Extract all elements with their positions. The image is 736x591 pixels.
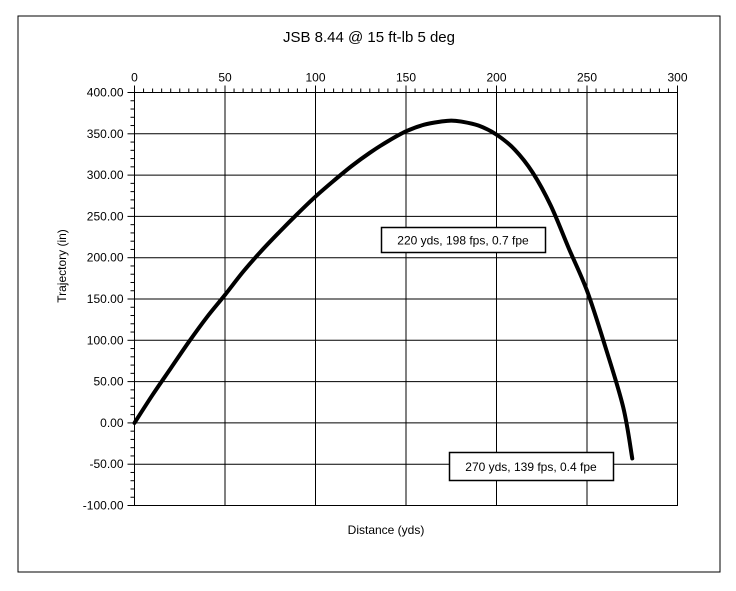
series-layer [132, 118, 635, 461]
trajectory-series-line [132, 118, 635, 461]
y-tick-label: 300.00 [87, 168, 124, 182]
x-tick-label: 150 [396, 71, 416, 85]
axis-ticks [127, 85, 678, 506]
x-tick-label: 0 [131, 71, 138, 85]
annotation-220yds-text: 220 yds, 198 fps, 0.7 fpe [397, 234, 529, 248]
y-tick-label: 100.00 [87, 333, 124, 347]
x-tick-label: 50 [218, 71, 232, 85]
y-axis-label: Trajectory (in) [55, 229, 69, 303]
x-tick-label: 100 [305, 71, 325, 85]
annotation-220yds-box [380, 226, 547, 254]
y-tick-label: 200.00 [87, 251, 124, 265]
annotation-270yds-text: 270 yds, 139 fps, 0.4 fpe [465, 460, 597, 474]
y-tick-label: -50.00 [89, 457, 123, 471]
x-tick-label: 250 [577, 71, 597, 85]
y-tick-label: 400.00 [87, 86, 124, 100]
y-tick-label: 250.00 [87, 209, 124, 223]
y-tick-label: 350.00 [87, 127, 124, 141]
y-tick-label: 0.00 [100, 416, 124, 430]
y-tick-label: 150.00 [87, 292, 124, 306]
tick-labels: 0 50 100 150 200 250 300 400.00 350.00 300.00 250.… [83, 71, 688, 513]
x-tick-label: 200 [486, 71, 506, 85]
y-tick-label: -100.00 [83, 499, 124, 513]
annotation-270yds-box [448, 451, 615, 482]
x-tick-label: 300 [667, 71, 687, 85]
y-tick-label: 50.00 [93, 375, 123, 389]
annotation-220yds: 220 yds, 198 fps, 0.7 fpe [380, 226, 547, 254]
x-axis-label: Distance (yds) [348, 523, 425, 537]
chart-title: JSB 8.44 @ 15 ft-lb 5 deg [283, 29, 455, 46]
grid-lines [134, 92, 678, 506]
annotation-270yds: 270 yds, 139 fps, 0.4 fpe [448, 451, 615, 482]
